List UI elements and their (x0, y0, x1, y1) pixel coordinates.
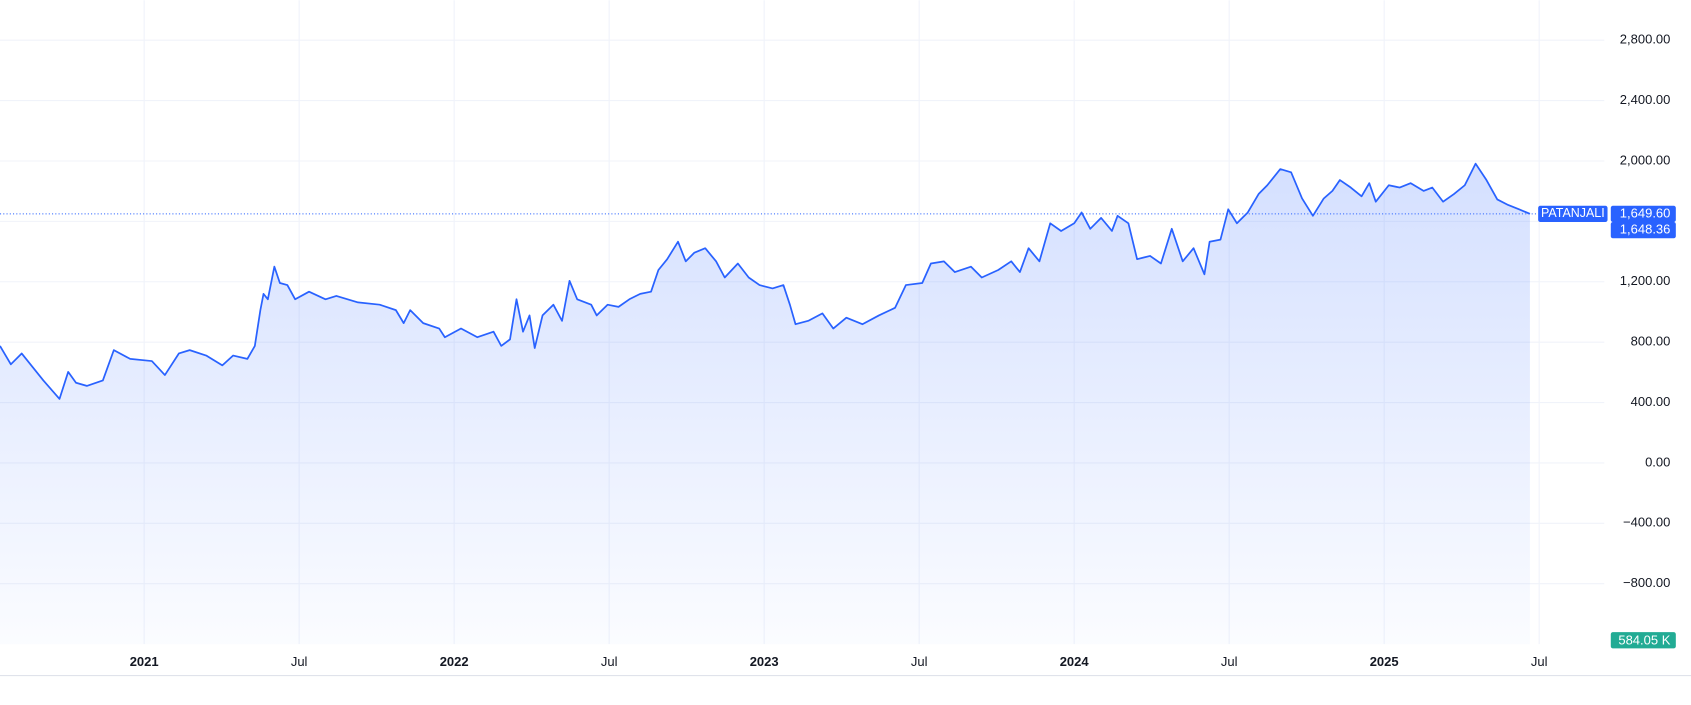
y-tick-label: 400.00 (1631, 394, 1671, 409)
x-tick-label: Jul (291, 654, 308, 669)
last-price-label: 1,649.60 (1620, 205, 1671, 220)
area-fill (0, 163, 1530, 645)
y-tick-label: 2,800.00 (1620, 32, 1671, 47)
plot (0, 162, 1539, 645)
x-tick-label: 2024 (1060, 654, 1090, 669)
x-tick-label: Jul (1531, 654, 1548, 669)
price-line (0, 162, 1531, 400)
y-tick-label: −400.00 (1623, 515, 1670, 530)
y-tick-label: −800.00 (1623, 575, 1670, 590)
y-tick-label: 800.00 (1631, 334, 1671, 349)
x-tick-label: 2021 (130, 654, 159, 669)
y-tick-label: 2,000.00 (1620, 152, 1671, 167)
x-tick-label: Jul (1221, 654, 1238, 669)
x-tick-label: Jul (601, 654, 618, 669)
x-tick-label: Jul (911, 654, 928, 669)
series-name: PATANJALI (1541, 206, 1605, 220)
secondary-price-label: 1,648.36 (1620, 222, 1671, 237)
volume-box (1610, 632, 1676, 649)
axes: −800.00 −400.00 0.00 400.00 800.00 1,200.00 1,… (130, 32, 1676, 669)
series-name-box (1538, 205, 1608, 223)
last-price-box (1610, 205, 1676, 223)
x-tick-label: 2025 (1370, 654, 1399, 669)
x-tick-label: 2023 (750, 654, 779, 669)
y-tick-label: 1,200.00 (1620, 273, 1671, 288)
secondary-price-box (1610, 222, 1676, 239)
y-tick-label: 2,400.00 (1620, 92, 1671, 107)
volume-label: 584.05 K (1618, 632, 1670, 647)
y-tick-label: 0.00 (1645, 454, 1670, 469)
x-tick-label: 2022 (440, 654, 469, 669)
